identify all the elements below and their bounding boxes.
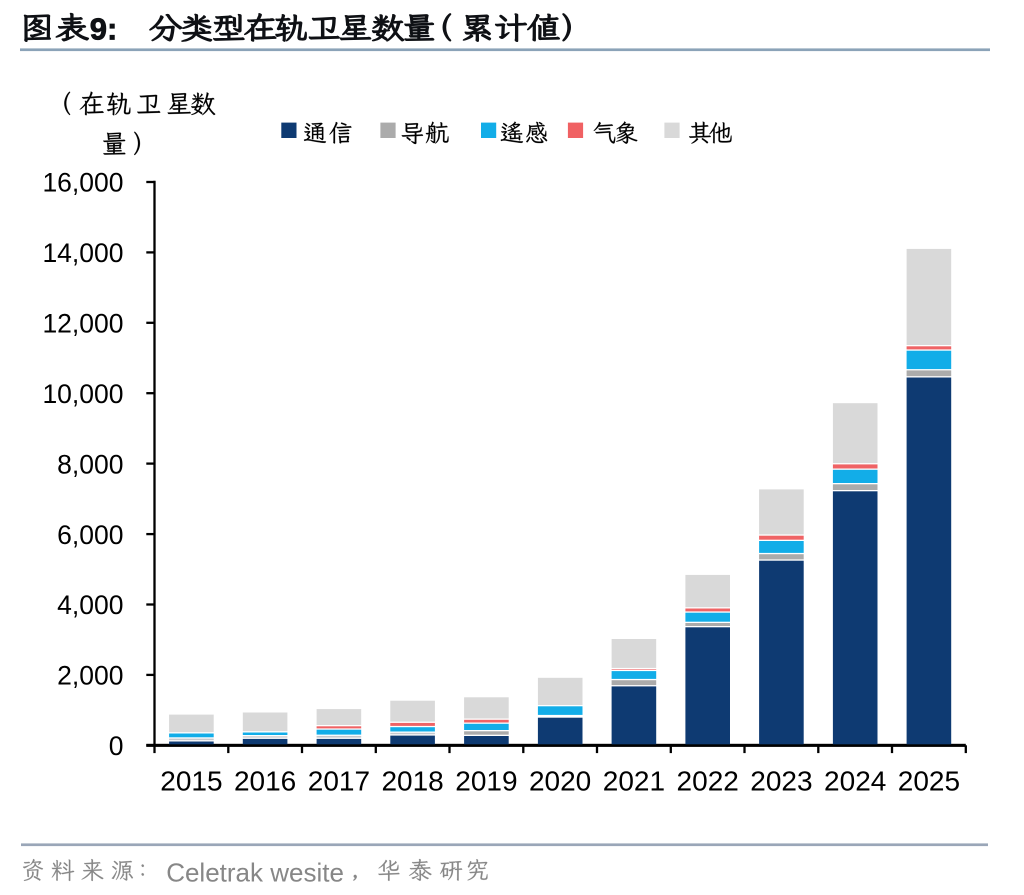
svg-text:2023: 2023 bbox=[750, 766, 812, 797]
svg-text:2018: 2018 bbox=[381, 766, 443, 797]
svg-text:12,000: 12,000 bbox=[42, 309, 123, 339]
svg-text:10,000: 10,000 bbox=[42, 379, 123, 409]
svg-text:16,000: 16,000 bbox=[42, 168, 123, 198]
svg-text:2024: 2024 bbox=[824, 766, 886, 797]
svg-text:2019: 2019 bbox=[455, 766, 517, 797]
svg-text:9:: 9: bbox=[90, 12, 118, 47]
svg-text:2015: 2015 bbox=[160, 766, 222, 797]
svg-text:2016: 2016 bbox=[234, 766, 296, 797]
svg-text:2020: 2020 bbox=[529, 766, 591, 797]
svg-text:2,000: 2,000 bbox=[57, 661, 123, 691]
svg-text:4,000: 4,000 bbox=[57, 590, 123, 620]
svg-text:2025: 2025 bbox=[898, 766, 960, 797]
svg-text:2021: 2021 bbox=[603, 766, 665, 797]
svg-text:14,000: 14,000 bbox=[42, 238, 123, 268]
svg-text:8,000: 8,000 bbox=[57, 449, 123, 479]
svg-text:0: 0 bbox=[109, 731, 124, 761]
svg-text:Celetrak wesite: Celetrak wesite bbox=[166, 858, 344, 888]
svg-text:2017: 2017 bbox=[308, 766, 370, 797]
svg-text:2022: 2022 bbox=[677, 766, 739, 797]
svg-text:6,000: 6,000 bbox=[57, 520, 123, 550]
